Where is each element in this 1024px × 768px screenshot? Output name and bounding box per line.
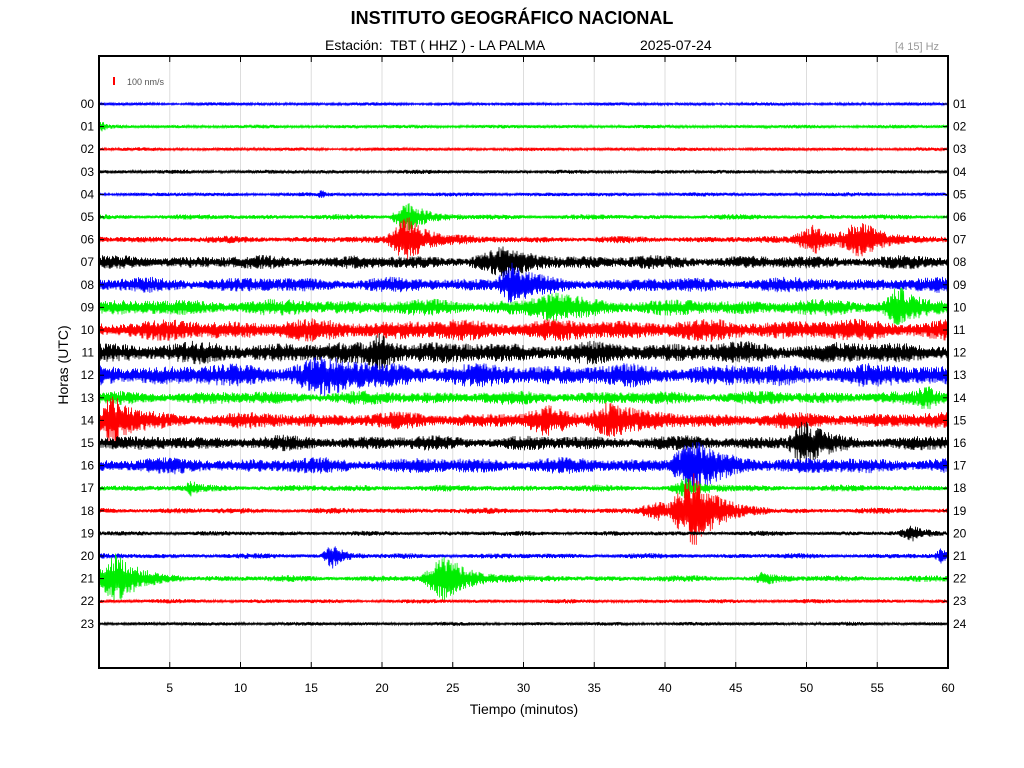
seismic-trace-02 xyxy=(98,146,949,153)
y-tick-label-right: 18 xyxy=(953,481,967,495)
y-tick-label-left: 05 xyxy=(81,210,95,224)
y-tick-label-left: 16 xyxy=(81,459,95,473)
chart-title: INSTITUTO GEOGRÁFICO NACIONAL xyxy=(350,8,674,28)
y-tick-label-left: 07 xyxy=(81,255,95,269)
y-tick-label-right: 07 xyxy=(953,233,967,247)
y-axis-label: Horas (UTC) xyxy=(55,325,71,404)
y-tick-label-right: 08 xyxy=(953,255,967,269)
y-tick-label-right: 09 xyxy=(953,278,967,292)
x-tick-label: 55 xyxy=(871,681,885,695)
scale-label: 100 nm/s xyxy=(127,77,165,87)
y-tick-label-left: 10 xyxy=(81,323,95,337)
seismic-trace-05 xyxy=(98,203,949,231)
x-tick-label: 5 xyxy=(166,681,173,695)
x-tick-label: 45 xyxy=(729,681,743,695)
x-tick-label: 15 xyxy=(305,681,319,695)
seismic-trace-20 xyxy=(98,546,949,569)
seismic-trace-19 xyxy=(98,525,949,542)
seismic-trace-06 xyxy=(98,217,949,260)
y-tick-label-left: 04 xyxy=(81,187,95,201)
scale-bar xyxy=(113,77,115,85)
x-tick-label: 30 xyxy=(517,681,531,695)
y-tick-label-right: 22 xyxy=(953,572,967,586)
seismic-trace-11 xyxy=(98,333,949,372)
y-tick-label-left: 12 xyxy=(81,368,95,382)
y-tick-label-left: 20 xyxy=(81,549,95,563)
filter-band-label: [4 15] Hz xyxy=(895,41,940,53)
x-tick-label: 35 xyxy=(588,681,602,695)
y-tick-label-right: 12 xyxy=(953,346,967,360)
seismic-trace-08 xyxy=(98,262,949,303)
seismic-trace-03 xyxy=(98,168,949,175)
x-tick-label: 60 xyxy=(941,681,955,695)
y-tick-label-right: 01 xyxy=(953,97,967,111)
seismic-trace-14 xyxy=(98,396,949,446)
y-tick-label-left: 14 xyxy=(81,413,95,427)
y-tick-label-right: 23 xyxy=(953,594,967,608)
seismic-trace-13 xyxy=(98,386,949,410)
y-axis-left-ticks: 00 01 02 03 04 05 06 07 08 09 10 11 12 13 14 15 16 17 18 19… xyxy=(81,97,104,631)
y-tick-label-right: 06 xyxy=(953,210,967,224)
seismic-trace-15 xyxy=(98,421,949,465)
seismic-trace-10 xyxy=(98,318,949,342)
y-tick-label-right: 05 xyxy=(953,187,967,201)
y-tick-label-right: 14 xyxy=(953,391,967,405)
seismic-trace-00 xyxy=(98,101,949,107)
y-tick-label-left: 08 xyxy=(81,278,95,292)
y-tick-label-left: 22 xyxy=(81,594,95,608)
y-tick-label-right: 04 xyxy=(953,165,967,179)
y-tick-label-left: 21 xyxy=(81,572,95,586)
x-tick-label: 40 xyxy=(658,681,672,695)
y-tick-label-right: 03 xyxy=(953,142,967,156)
y-tick-label-left: 17 xyxy=(81,481,95,495)
y-axis-right-ticks: 01 02 03 04 05 06 07 08 09 10 11 12 13 14 15 16 17 18 19 20… xyxy=(943,97,967,631)
seismic-trace-04 xyxy=(98,190,949,199)
y-tick-label-left: 02 xyxy=(81,142,95,156)
x-tick-label: 10 xyxy=(234,681,248,695)
y-tick-label-right: 17 xyxy=(953,459,967,473)
seismic-trace-09 xyxy=(98,287,949,326)
seismic-trace-16 xyxy=(98,442,949,495)
y-tick-label-left: 23 xyxy=(81,617,95,631)
y-tick-label-right: 16 xyxy=(953,436,967,450)
x-axis-label: Tiempo (minutos) xyxy=(470,701,578,717)
seismic-trace-22 xyxy=(98,598,949,605)
amplitude-scale: 100 nm/s xyxy=(113,77,165,87)
x-axis-ticks: 5 10 15 20 25 30 35 40 45 50 55 60 xyxy=(166,56,955,695)
seismic-trace-21 xyxy=(98,553,949,603)
y-tick-label-left: 03 xyxy=(81,165,95,179)
y-tick-label-left: 18 xyxy=(81,504,95,518)
y-tick-label-right: 10 xyxy=(953,300,967,314)
y-tick-label-left: 11 xyxy=(82,346,95,360)
seismic-traces xyxy=(98,101,949,627)
y-tick-label-right: 20 xyxy=(953,526,967,540)
seismic-trace-01 xyxy=(98,121,949,132)
y-tick-label-right: 15 xyxy=(953,413,967,427)
seismic-trace-23 xyxy=(98,620,949,627)
x-tick-label: 20 xyxy=(375,681,389,695)
y-tick-label-right: 11 xyxy=(953,323,966,337)
station-label: Estación: TBT ( HHZ ) - LA PALMA xyxy=(325,37,546,53)
date-label: 2025-07-24 xyxy=(640,37,712,53)
y-tick-label-right: 19 xyxy=(953,504,967,518)
x-tick-label: 25 xyxy=(446,681,460,695)
y-tick-label-left: 15 xyxy=(81,436,95,450)
y-tick-label-right: 24 xyxy=(953,617,967,631)
y-tick-label-right: 02 xyxy=(953,120,967,134)
seismic-trace-07 xyxy=(98,246,949,278)
seismic-trace-12 xyxy=(98,356,949,397)
y-tick-label-left: 01 xyxy=(81,120,95,134)
seismic-trace-18 xyxy=(98,473,949,545)
seismic-trace-17 xyxy=(98,478,949,499)
y-tick-label-left: 09 xyxy=(81,300,95,314)
y-tick-label-right: 13 xyxy=(953,368,967,382)
y-tick-label-left: 06 xyxy=(81,233,95,247)
x-tick-label: 50 xyxy=(800,681,814,695)
y-tick-label-right: 21 xyxy=(953,549,967,563)
y-tick-label-left: 00 xyxy=(81,97,95,111)
y-tick-label-left: 19 xyxy=(81,526,95,540)
y-tick-label-left: 13 xyxy=(81,391,95,405)
vertical-grid xyxy=(169,56,878,668)
